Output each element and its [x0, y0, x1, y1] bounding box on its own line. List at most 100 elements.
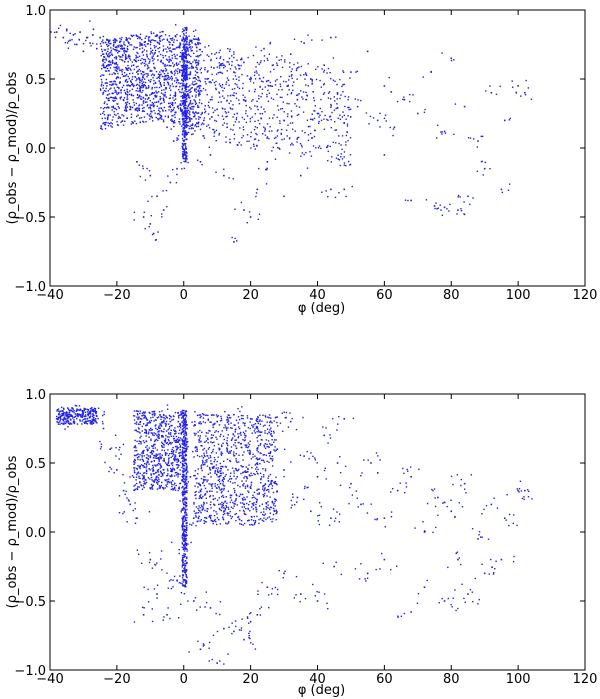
data-point: [170, 452, 173, 455]
data-point: [85, 36, 88, 39]
data-point: [170, 110, 172, 113]
data-point: [416, 602, 419, 605]
data-point: [59, 24, 62, 27]
data-point: [134, 429, 136, 432]
data-point: [187, 600, 189, 602]
data-point: [189, 125, 191, 128]
data-point: [182, 84, 184, 86]
data-point: [186, 576, 188, 579]
data-point: [137, 471, 140, 473]
data-point: [145, 86, 147, 89]
data-point: [153, 32, 155, 34]
data-point: [181, 529, 184, 531]
data-point: [181, 58, 183, 60]
data-point: [115, 62, 117, 65]
data-point: [531, 498, 533, 500]
data-point: [149, 118, 151, 120]
data-point: [252, 456, 254, 458]
data-point: [238, 79, 240, 82]
data-point: [338, 513, 341, 515]
data-point: [90, 45, 92, 47]
data-point: [152, 62, 155, 65]
data-point: [116, 70, 118, 73]
data-point: [280, 133, 283, 135]
data-point: [249, 475, 251, 477]
data-point: [435, 526, 437, 529]
data-point: [182, 506, 185, 509]
data-point: [162, 93, 164, 95]
data-point: [158, 80, 160, 82]
data-point: [201, 431, 203, 433]
data-point: [240, 629, 242, 631]
data-point: [243, 118, 246, 120]
data-point: [136, 83, 138, 86]
data-point: [182, 148, 184, 150]
data-point: [175, 432, 177, 434]
data-point: [163, 99, 165, 101]
data-point: [224, 65, 226, 68]
data-point: [185, 420, 187, 422]
data-point: [159, 39, 161, 42]
data-point: [127, 499, 130, 501]
data-point: [129, 80, 132, 82]
data-point: [319, 79, 321, 82]
data-point: [71, 415, 74, 417]
data-point: [313, 97, 315, 99]
data-point: [447, 597, 449, 600]
data-point: [472, 138, 475, 140]
data-point: [186, 524, 188, 527]
data-point: [172, 140, 175, 142]
data-point: [58, 410, 60, 412]
data-point: [82, 50, 85, 53]
data-point: [73, 416, 75, 419]
data-point: [366, 50, 369, 53]
data-point: [115, 55, 117, 58]
data-point: [249, 612, 251, 615]
data-point: [341, 135, 344, 137]
data-point: [256, 105, 259, 108]
data-point: [151, 411, 153, 413]
data-point: [146, 53, 148, 56]
data-point: [130, 116, 133, 118]
data-point: [296, 496, 299, 499]
data-point: [456, 213, 458, 215]
data-point: [188, 112, 190, 115]
data-point: [134, 422, 136, 425]
data-point: [196, 609, 198, 611]
data-points: [55, 404, 533, 665]
data-point: [181, 115, 184, 117]
data-point: [290, 507, 293, 509]
data-point: [349, 137, 352, 139]
data-point: [221, 95, 224, 97]
data-point: [83, 407, 86, 410]
data-point: [160, 472, 163, 474]
data-point: [192, 111, 194, 113]
data-point: [273, 498, 276, 500]
data-point: [275, 518, 277, 521]
data-point: [179, 423, 181, 425]
data-point: [173, 486, 176, 489]
data-point: [333, 120, 336, 123]
data-point: [260, 60, 262, 62]
data-point: [345, 144, 347, 146]
data-point: [310, 155, 313, 157]
data-point: [209, 81, 211, 83]
data-point: [226, 115, 228, 117]
data-point: [115, 46, 118, 48]
data-point: [251, 116, 253, 118]
data-point: [111, 53, 113, 55]
data-point: [136, 430, 138, 433]
data-point: [104, 41, 107, 44]
data-point: [197, 486, 199, 488]
data-point: [171, 57, 173, 59]
data-point: [199, 484, 201, 486]
data-point: [195, 78, 198, 80]
data-point: [233, 444, 235, 446]
data-point: [186, 467, 188, 469]
data-point: [220, 101, 222, 103]
data-point: [199, 69, 201, 71]
data-point: [262, 496, 265, 498]
data-point: [463, 201, 465, 203]
data-point: [265, 489, 268, 492]
data-point: [229, 94, 232, 97]
